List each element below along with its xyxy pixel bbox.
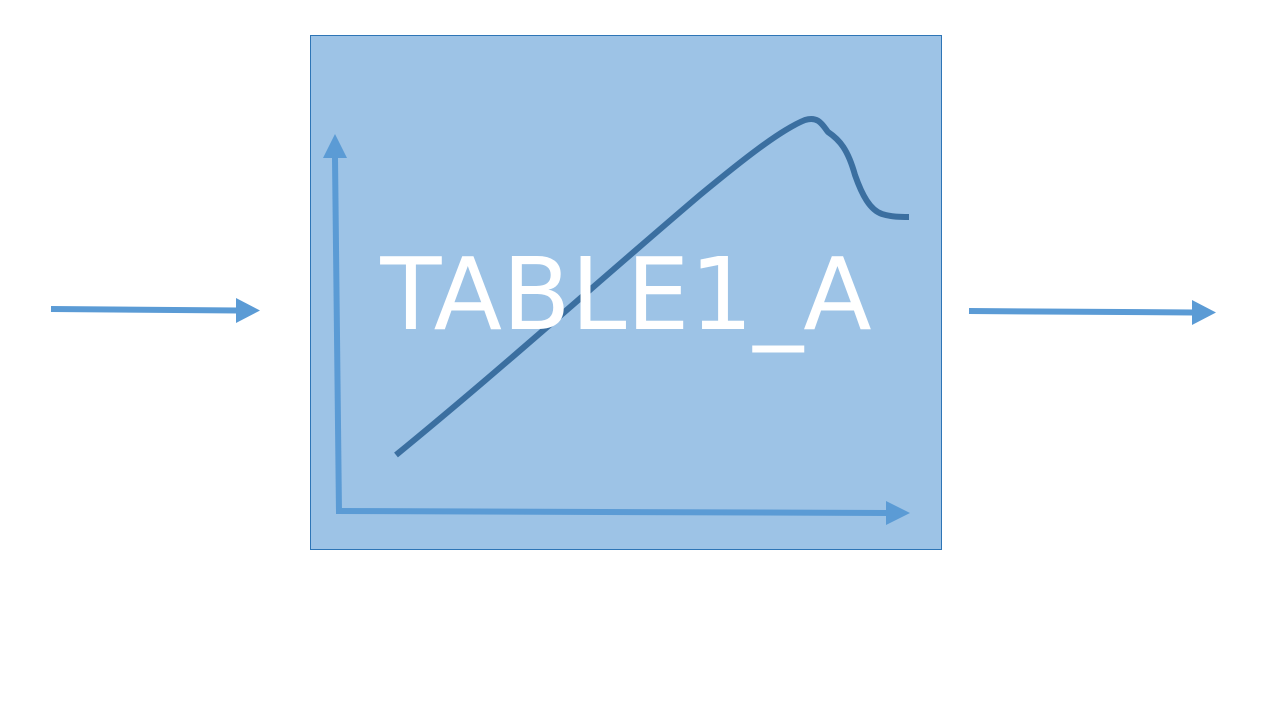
output-arrow bbox=[968, 300, 1216, 325]
input-arrow bbox=[50, 298, 260, 323]
x-axis-arrow bbox=[335, 501, 910, 525]
table-block[interactable] bbox=[310, 35, 942, 550]
y-axis-arrow bbox=[323, 134, 347, 514]
lookup-curve bbox=[394, 116, 910, 458]
